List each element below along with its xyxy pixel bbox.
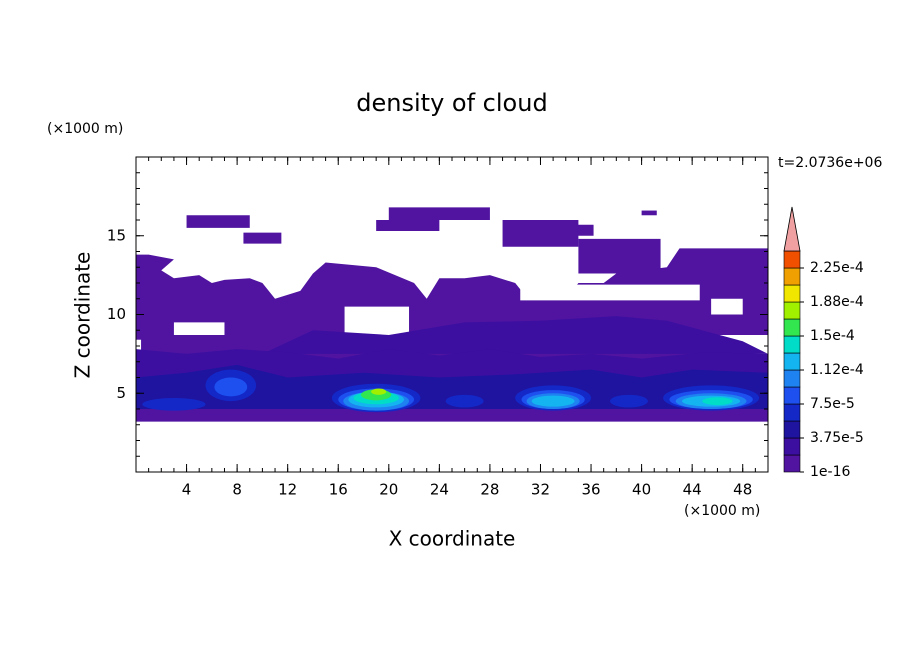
colorbar-box xyxy=(783,454,801,473)
contour-fill xyxy=(610,394,648,408)
colorbar-box xyxy=(783,267,801,286)
colorbar-label: 1e-16 xyxy=(810,464,850,480)
y-tick-label: 15 xyxy=(107,226,126,244)
contour-fill xyxy=(243,232,282,244)
contour-fill xyxy=(531,395,575,407)
y-unit: (×1000 m) xyxy=(47,121,123,137)
contour-fill xyxy=(371,388,387,395)
contour-fill xyxy=(136,364,768,409)
contour-fill xyxy=(578,238,661,274)
colorbar-box xyxy=(783,335,801,354)
colorbar-extend xyxy=(783,206,801,252)
colorbar-box xyxy=(783,318,801,337)
colorbar-box xyxy=(783,301,801,320)
x-tick-label: 32 xyxy=(531,481,550,499)
colorbar-label: 1.12e-4 xyxy=(810,362,864,378)
y-tick-label: 10 xyxy=(107,305,126,323)
contour-fill xyxy=(344,306,410,339)
colorbar-box xyxy=(783,386,801,405)
x-tick-label: 48 xyxy=(733,481,752,499)
contour-fill xyxy=(445,394,484,408)
x-tick-label: 8 xyxy=(232,481,242,499)
colorbar-box xyxy=(783,369,801,388)
colorbar-box xyxy=(783,352,801,371)
x-tick-label: 44 xyxy=(683,481,702,499)
colorbar-box xyxy=(783,420,801,439)
contour-fill xyxy=(572,224,594,236)
contour-fill xyxy=(702,397,733,406)
colorbar-box xyxy=(783,437,801,456)
contour-fill xyxy=(262,316,768,354)
contour-fill xyxy=(142,397,206,411)
colorbar-label: 1.5e-4 xyxy=(810,328,855,344)
contour-fill xyxy=(641,210,657,216)
contour-fill xyxy=(502,220,579,247)
contour-fill xyxy=(388,207,490,220)
x-tick-label: 40 xyxy=(632,481,651,499)
colorbar-box xyxy=(783,250,801,269)
contour-fill xyxy=(186,215,250,228)
colorbar-label: 1.88e-4 xyxy=(810,294,864,310)
contour-fill xyxy=(376,220,440,232)
colorbar-box xyxy=(783,284,801,303)
x-tick-label: 4 xyxy=(182,481,192,499)
x-tick-label: 12 xyxy=(278,481,297,499)
y-axis-label: Z coordinate xyxy=(71,252,95,379)
contour-area xyxy=(136,207,768,422)
colorbar-box xyxy=(783,403,801,422)
contour-fill xyxy=(520,284,700,301)
time-label: t=2.0736e+06 xyxy=(778,155,882,171)
colorbar-label: 2.25e-4 xyxy=(810,260,864,276)
chart-title: density of cloud xyxy=(356,89,547,117)
x-tick-label: 36 xyxy=(581,481,600,499)
colorbar-label: 7.5e-5 xyxy=(810,396,855,412)
x-tick-label: 24 xyxy=(430,481,449,499)
x-tick-label: 16 xyxy=(329,481,348,499)
x-unit: (×1000 m) xyxy=(684,503,760,519)
y-tick-label: 5 xyxy=(116,384,126,402)
contour-fill xyxy=(173,322,225,335)
x-axis-label: X coordinate xyxy=(389,527,516,551)
contour-fill xyxy=(711,298,743,315)
contour-fill xyxy=(214,377,248,397)
colorbar-label: 3.75e-5 xyxy=(810,430,864,446)
x-tick-label: 28 xyxy=(480,481,499,499)
x-tick-label: 20 xyxy=(379,481,398,499)
